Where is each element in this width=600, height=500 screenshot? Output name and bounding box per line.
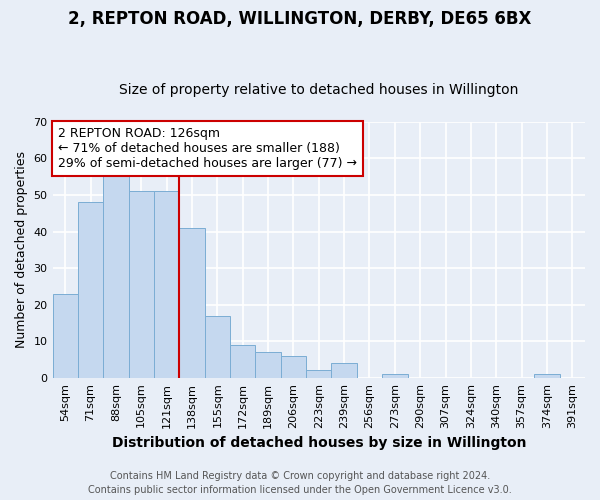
Bar [179,228,205,378]
Text: Contains HM Land Registry data © Crown copyright and database right 2024.
Contai: Contains HM Land Registry data © Crown c… [88,471,512,495]
Bar [154,192,179,378]
Bar [78,202,103,378]
Bar [534,374,560,378]
X-axis label: Distribution of detached houses by size in Willington: Distribution of detached houses by size … [112,436,526,450]
Bar [205,316,230,378]
Bar [281,356,306,378]
Title: Size of property relative to detached houses in Willington: Size of property relative to detached ho… [119,83,518,97]
Text: 2, REPTON ROAD, WILLINGTON, DERBY, DE65 6BX: 2, REPTON ROAD, WILLINGTON, DERBY, DE65 … [68,10,532,28]
Bar [331,363,357,378]
Bar [230,345,256,378]
Bar [382,374,407,378]
Bar [53,294,78,378]
Text: 2 REPTON ROAD: 126sqm
← 71% of detached houses are smaller (188)
29% of semi-det: 2 REPTON ROAD: 126sqm ← 71% of detached … [58,127,357,170]
Bar [256,352,281,378]
Bar [128,192,154,378]
Bar [306,370,331,378]
Bar [103,166,128,378]
Y-axis label: Number of detached properties: Number of detached properties [15,152,28,348]
